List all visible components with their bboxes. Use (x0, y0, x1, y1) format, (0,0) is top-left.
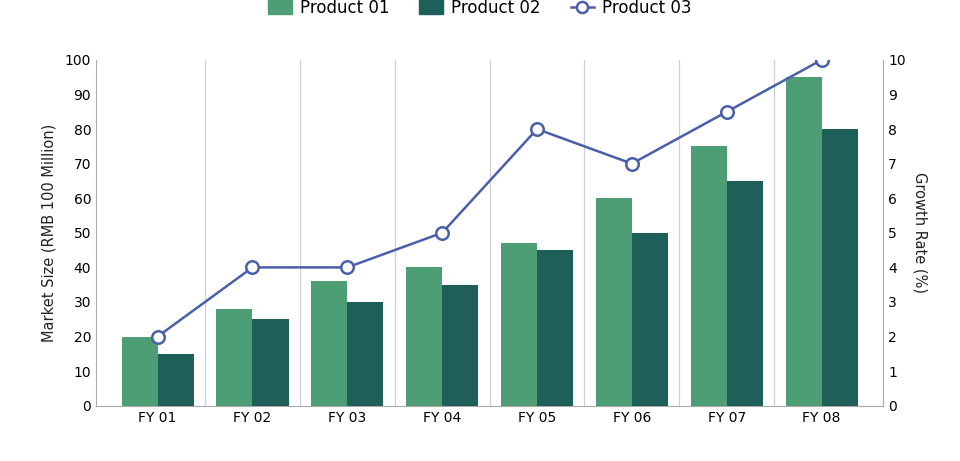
Product 03 (721, 109, 732, 114)
Bar (252, 319, 289, 406)
Product 03 (342, 265, 353, 270)
Bar (537, 250, 573, 406)
Product 03 (816, 57, 828, 63)
Bar (596, 198, 632, 406)
Legend: Product 01, Product 02, Product 03: Product 01, Product 02, Product 03 (268, 0, 692, 17)
Bar (443, 284, 478, 406)
Line: Product 03: Product 03 (152, 53, 828, 343)
Bar (501, 243, 537, 406)
Y-axis label: Growth Rate (%): Growth Rate (%) (913, 172, 928, 293)
Bar (822, 129, 857, 406)
Product 03 (247, 265, 258, 270)
Product 03 (152, 334, 163, 339)
Bar (311, 281, 348, 406)
Product 03 (531, 126, 542, 132)
Bar (690, 147, 727, 406)
Bar (727, 181, 763, 406)
Bar (122, 337, 157, 406)
Product 03 (437, 230, 448, 236)
Bar (785, 77, 822, 406)
Bar (406, 267, 443, 406)
Product 03 (626, 161, 637, 166)
Bar (632, 233, 668, 406)
Bar (348, 302, 383, 406)
Bar (216, 309, 252, 406)
Bar (157, 354, 194, 406)
Y-axis label: Market Size (RMB 100 Million): Market Size (RMB 100 Million) (41, 124, 57, 342)
